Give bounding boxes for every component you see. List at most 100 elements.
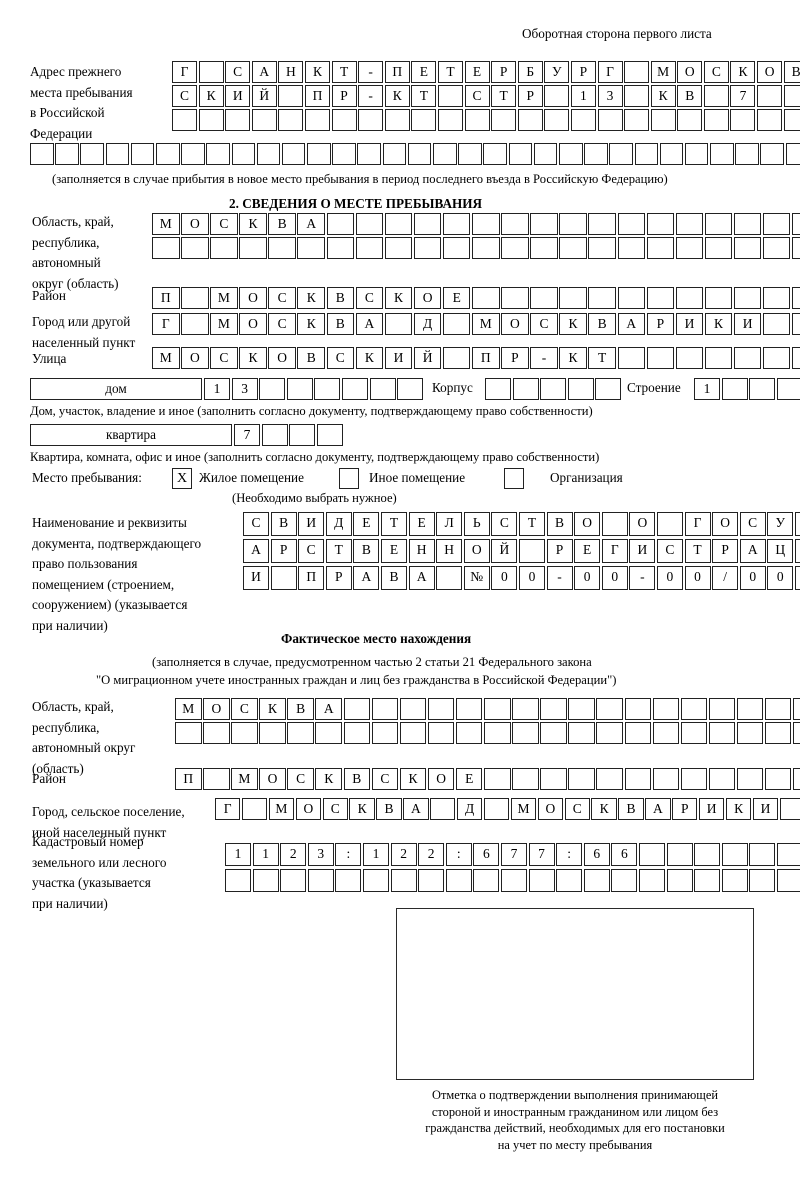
char-cell[interactable] bbox=[484, 722, 511, 744]
char-cell[interactable]: С bbox=[210, 347, 238, 369]
char-cell[interactable]: М bbox=[175, 698, 202, 720]
char-cell[interactable]: И bbox=[629, 539, 656, 563]
char-cell[interactable]: С bbox=[243, 512, 269, 536]
char-cell[interactable] bbox=[316, 424, 343, 446]
char-cell[interactable]: В bbox=[783, 61, 800, 83]
char-cell[interactable]: К bbox=[730, 61, 756, 83]
char-cell[interactable]: И bbox=[243, 566, 269, 590]
char-cell[interactable]: 0 bbox=[656, 566, 683, 590]
char-cell[interactable] bbox=[793, 722, 800, 744]
char-cell[interactable]: С bbox=[322, 798, 348, 820]
char-cell[interactable]: 3 bbox=[231, 378, 258, 400]
char-cell[interactable]: О bbox=[629, 512, 656, 536]
char-cell[interactable]: 1 bbox=[694, 378, 720, 400]
char-cell[interactable] bbox=[307, 143, 331, 165]
char-cell[interactable] bbox=[390, 869, 417, 892]
char-cell[interactable] bbox=[749, 378, 776, 400]
char-cell[interactable] bbox=[624, 698, 651, 720]
char-cell[interactable] bbox=[785, 143, 800, 165]
char-cell[interactable] bbox=[436, 566, 463, 590]
char-cell[interactable] bbox=[130, 143, 155, 165]
char-cell[interactable] bbox=[559, 213, 587, 235]
char-cell[interactable]: О bbox=[239, 287, 267, 309]
char-cell[interactable] bbox=[297, 237, 325, 259]
char-cell[interactable]: С bbox=[225, 61, 251, 83]
char-cell[interactable] bbox=[442, 347, 471, 369]
stroenie-row[interactable]: 1 bbox=[694, 378, 800, 400]
char-cell[interactable] bbox=[181, 143, 205, 165]
char-cell[interactable] bbox=[652, 698, 680, 720]
char-cell[interactable]: 0 bbox=[601, 566, 628, 590]
char-cell[interactable] bbox=[437, 109, 463, 131]
document-row-1[interactable]: СВИДЕТЕЛЬСТВООГОСУД bbox=[243, 512, 800, 536]
char-cell[interactable] bbox=[544, 109, 570, 131]
char-cell[interactable]: О bbox=[413, 287, 442, 309]
char-cell[interactable] bbox=[343, 722, 371, 744]
char-cell[interactable]: И bbox=[733, 313, 762, 335]
char-cell[interactable] bbox=[256, 143, 281, 165]
char-cell[interactable] bbox=[694, 843, 721, 866]
char-cell[interactable] bbox=[530, 213, 558, 235]
char-cell[interactable] bbox=[231, 722, 258, 744]
char-cell[interactable] bbox=[596, 698, 623, 720]
char-cell[interactable] bbox=[540, 768, 567, 790]
char-cell[interactable] bbox=[442, 213, 471, 235]
char-cell[interactable]: - bbox=[546, 566, 573, 590]
char-cell[interactable]: В bbox=[270, 512, 297, 536]
char-cell[interactable] bbox=[517, 109, 543, 131]
char-cell[interactable]: С bbox=[491, 512, 518, 536]
char-cell[interactable] bbox=[733, 213, 762, 235]
char-cell[interactable] bbox=[307, 869, 334, 892]
char-cell[interactable]: Т bbox=[325, 539, 352, 563]
char-cell[interactable]: М bbox=[152, 347, 180, 369]
char-cell[interactable] bbox=[472, 237, 500, 259]
char-cell[interactable]: 1 bbox=[362, 843, 389, 866]
char-cell[interactable] bbox=[287, 722, 314, 744]
char-cell[interactable]: К bbox=[384, 287, 413, 309]
char-cell[interactable]: О bbox=[239, 313, 267, 335]
char-cell[interactable]: В bbox=[343, 768, 371, 790]
char-cell[interactable] bbox=[733, 237, 762, 259]
char-cell[interactable] bbox=[675, 287, 704, 309]
char-cell[interactable] bbox=[762, 313, 791, 335]
char-cell[interactable] bbox=[680, 722, 708, 744]
char-cell[interactable] bbox=[315, 722, 342, 744]
char-cell[interactable]: Р bbox=[646, 313, 675, 335]
char-cell[interactable] bbox=[105, 143, 130, 165]
char-cell[interactable]: И bbox=[225, 85, 251, 107]
char-cell[interactable] bbox=[335, 869, 362, 892]
char-cell[interactable] bbox=[512, 722, 539, 744]
char-cell[interactable] bbox=[792, 213, 800, 235]
char-cell[interactable]: Е bbox=[464, 61, 490, 83]
char-cell[interactable]: М bbox=[472, 313, 500, 335]
char-cell[interactable] bbox=[762, 287, 791, 309]
char-cell[interactable] bbox=[624, 768, 651, 790]
char-cell[interactable] bbox=[203, 768, 230, 790]
char-cell[interactable]: Р bbox=[270, 539, 297, 563]
char-cell[interactable] bbox=[261, 424, 288, 446]
char-cell[interactable]: К bbox=[559, 313, 587, 335]
char-cell[interactable]: 3 bbox=[597, 85, 623, 107]
char-cell[interactable] bbox=[413, 237, 442, 259]
char-cell[interactable] bbox=[776, 378, 800, 400]
char-cell[interactable]: Р bbox=[570, 61, 596, 83]
char-cell[interactable] bbox=[399, 722, 427, 744]
char-cell[interactable] bbox=[556, 869, 583, 892]
char-cell[interactable]: С bbox=[298, 539, 325, 563]
char-cell[interactable]: Й bbox=[413, 347, 442, 369]
char-cell[interactable]: К bbox=[399, 768, 427, 790]
char-cell[interactable] bbox=[596, 722, 623, 744]
char-cell[interactable] bbox=[677, 109, 703, 131]
char-cell[interactable] bbox=[371, 722, 399, 744]
char-cell[interactable]: С bbox=[703, 61, 729, 83]
char-cell[interactable]: № bbox=[463, 566, 490, 590]
char-cell[interactable]: 6 bbox=[473, 843, 500, 866]
char-cell[interactable]: В bbox=[353, 539, 380, 563]
char-cell[interactable] bbox=[181, 287, 209, 309]
char-cell[interactable] bbox=[736, 768, 764, 790]
char-cell[interactable]: У bbox=[544, 61, 570, 83]
char-cell[interactable] bbox=[430, 798, 456, 820]
char-cell[interactable] bbox=[559, 287, 587, 309]
char-cell[interactable]: К bbox=[725, 798, 752, 820]
char-cell[interactable]: К bbox=[315, 768, 342, 790]
